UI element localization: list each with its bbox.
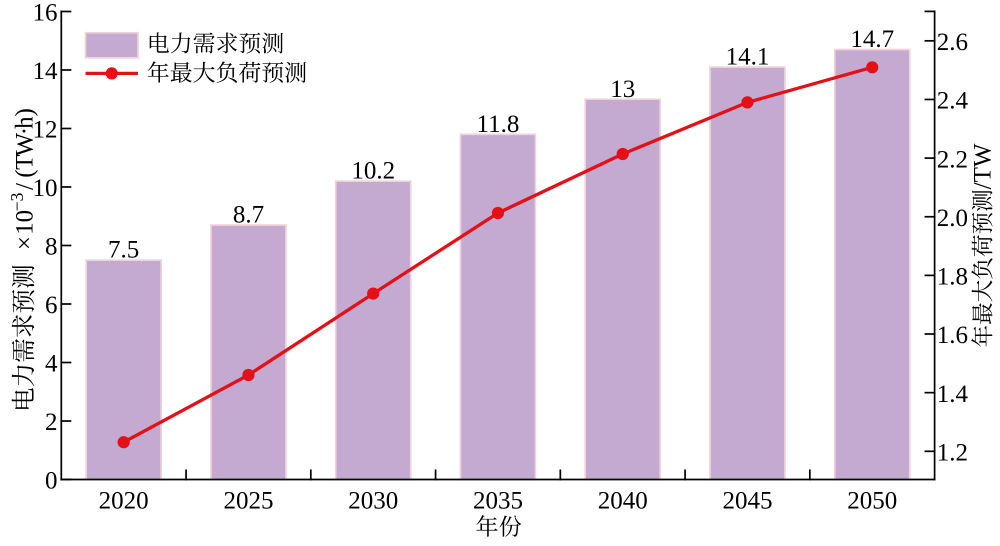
svg-text:2.2: 2.2 [937,146,968,173]
svg-text:T: T [11,155,38,170]
svg-text:10.2: 10.2 [351,158,395,185]
svg-text:·: · [11,127,38,135]
svg-text:14: 14 [33,58,59,85]
svg-text:W: W [11,133,38,157]
svg-text:2: 2 [45,409,58,436]
svg-text:2.0: 2.0 [937,205,968,232]
svg-text:14.1: 14.1 [726,44,770,71]
svg-text:10: 10 [11,210,38,235]
svg-text:2025: 2025 [223,487,273,514]
svg-text:4: 4 [45,351,58,378]
svg-text:(: ( [11,169,38,177]
svg-text:1.8: 1.8 [937,264,968,291]
svg-text:h: h [11,116,38,129]
svg-text:−3: −3 [7,192,27,211]
svg-text:11.8: 11.8 [477,111,520,138]
svg-text:7.5: 7.5 [108,237,139,264]
svg-text:2.6: 2.6 [937,29,968,56]
svg-text:14.7: 14.7 [850,26,894,53]
svg-text:1.6: 1.6 [937,322,968,349]
svg-text:8.7: 8.7 [233,202,264,229]
svg-text:12: 12 [33,117,58,144]
svg-text:1.4: 1.4 [937,381,969,408]
svg-text:2.4: 2.4 [937,88,969,115]
svg-text:8: 8 [45,234,58,261]
svg-text:2020: 2020 [99,487,149,514]
svg-text:2045: 2045 [722,487,772,514]
svg-text:2035: 2035 [473,487,523,514]
svg-text:/TW: /TW [970,143,997,189]
svg-text:/: / [11,183,38,190]
svg-text:2050: 2050 [847,487,897,514]
svg-text:1.2: 1.2 [937,440,968,467]
svg-text:2030: 2030 [348,487,398,514]
svg-text:10: 10 [33,175,58,202]
svg-text:): ) [11,108,38,116]
svg-text:0: 0 [45,468,58,495]
svg-text:2040: 2040 [598,487,648,514]
svg-text:16: 16 [33,0,58,27]
svg-text:13: 13 [610,76,635,103]
svg-text:×: × [11,236,38,250]
svg-text:6: 6 [45,292,58,319]
